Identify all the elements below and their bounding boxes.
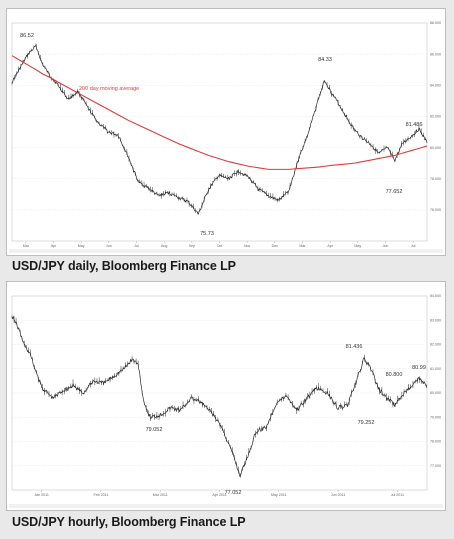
y-tick-label: 84.000 [430,294,441,298]
hourly-chart-caption: USD/JPY hourly, Bloomberg Finance LP [12,515,246,529]
x-tick-label: May 2011 [271,493,287,497]
hourly-chart: 84.000 83.000 82.000 81.000 80.000 79.000 78.0… [9,294,443,508]
moving-average-line [11,55,428,170]
x-tick-label: Dec [272,244,279,248]
daily-chart: 88.000 86.000 84.000 82.000 80.000 78.000 76.0… [9,21,443,253]
moving-average-label: 200 day moving average [79,86,139,92]
x-tick-label: May [78,244,85,248]
x-tick-label: Mar 2011 [153,493,168,497]
y-tick-label: 79.000 [430,415,441,419]
peak-label: 86.52 [20,33,34,39]
y-tick-label: 84.000 [430,83,441,87]
x-tick-label: Jul 2011 [391,493,404,497]
y-tick-label: 76.000 [430,208,441,212]
x-tick-label: Nov [244,244,251,248]
x-tick-label: Sep [189,244,195,248]
daily-chart-panel: 88.000 86.000 84.000 82.000 80.000 78.000 76.0… [6,8,446,256]
y-tick-label: 83.000 [430,318,441,322]
peak-label: 84.33 [318,57,332,63]
x-tick-label: Feb 2011 [93,493,108,497]
low-label: 75.73 [200,231,214,237]
low-label: 77.652 [386,189,403,195]
x-tick-label: Jun 2011 [331,493,346,497]
low-label: 77.052 [225,490,242,496]
y-tick-label: 82.000 [430,115,441,119]
x-tick-label: Jan 2011 [34,493,49,497]
x-tick-label: Jun [106,244,112,248]
daily-chart-caption: USD/JPY daily, Bloomberg Finance LP [12,259,236,273]
x-tick-label: Oct [217,244,223,248]
high-label: 81.486 [406,122,423,128]
x-tick-label: Aug [161,244,167,248]
x-tick-label: Mar [23,244,30,248]
high-label: 80.99 [412,365,426,371]
hourly-chart-panel: 84.000 83.000 82.000 81.000 80.000 79.000 78.0… [6,281,446,511]
y-tick-label: 78.000 [430,440,441,444]
y-tick-label: 78.000 [430,177,441,181]
x-tick-label: Apr 2011 [212,493,226,497]
y-tick-label: 88.000 [430,21,441,25]
x-tick-label: Apr [51,244,57,248]
x-tick-label: Apr [327,244,333,248]
price-line [11,44,428,215]
x-tick-label: Jul [134,244,139,248]
y-tick-label: 86.000 [430,52,441,56]
x-tick-label: Mar [299,244,306,248]
x-tick-label: Jun [383,244,389,248]
low-label: 79.052 [146,427,163,433]
price-line [11,316,428,477]
footer-strip [9,504,443,508]
footer-strip [9,249,443,253]
y-tick-label: 80.000 [430,146,441,150]
high-label: 80.800 [386,372,403,378]
y-tick-label: 82.000 [430,343,441,347]
y-tick-label: 77.000 [430,464,441,468]
x-tick-label: Jul [411,244,416,248]
high-label: 81.436 [346,344,363,350]
y-tick-label: 80.000 [430,391,441,395]
plot-area [11,22,428,242]
x-tick-label: May [354,244,361,248]
low-label: 79.252 [358,420,375,426]
y-tick-label: 81.000 [430,367,441,371]
